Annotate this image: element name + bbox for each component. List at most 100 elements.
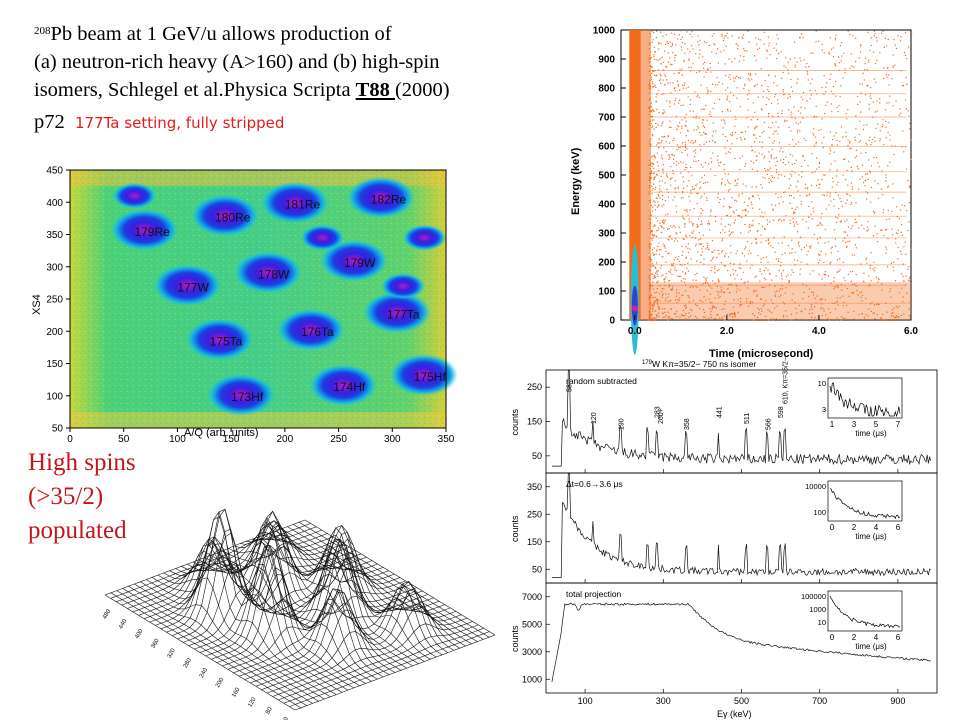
time-inset-curve (829, 596, 901, 629)
scatter-point (674, 180, 676, 182)
surface-axis-tick-label: 440 (118, 618, 129, 630)
scatter-point (664, 278, 666, 280)
scatter-point (769, 273, 771, 275)
scatter-point (729, 315, 731, 317)
scatter-point (739, 136, 742, 139)
scatter-point (836, 221, 838, 223)
scatter-point (859, 101, 861, 103)
surface-mesh-line (255, 581, 457, 687)
scatter-point (685, 319, 687, 322)
scatter-point (668, 155, 670, 157)
scatter-point (726, 179, 729, 181)
scatter-point (887, 74, 890, 76)
scatter-point (674, 59, 676, 62)
scatter-point (906, 210, 908, 212)
scatter-point (653, 31, 655, 34)
scatter-point (770, 154, 773, 156)
scatter-point (760, 241, 762, 243)
scatter-point (666, 41, 668, 43)
scatter-point (705, 197, 708, 199)
scatter-point (728, 205, 730, 208)
scatter-point (889, 288, 892, 290)
scatter-point (767, 261, 769, 263)
scatter-point (655, 37, 657, 39)
scatter-point (711, 35, 713, 37)
scatter-point (784, 252, 786, 254)
scatter-point (800, 176, 803, 178)
scatter-point (651, 238, 653, 240)
scatter-point (650, 110, 652, 112)
scatter-point (674, 188, 676, 190)
scatter-point (691, 45, 693, 47)
scatter-point (704, 316, 706, 318)
surface-axis-tick-label: 200 (215, 677, 226, 689)
scatter-point (903, 151, 905, 153)
scatter-point (840, 221, 842, 223)
scatter-point (655, 317, 657, 319)
scatter-point (897, 307, 899, 309)
scatter-point (669, 280, 671, 282)
scatter-point (686, 154, 689, 156)
scatter-point (881, 126, 883, 128)
scatter-point (777, 242, 780, 244)
scatter-point (713, 43, 715, 45)
scatter-point (811, 218, 814, 220)
scatter-point (677, 84, 679, 86)
heatmap-ylabel: XS4 (31, 294, 43, 315)
spectra-x-tick-label: 700 (812, 696, 827, 706)
scatter-point (782, 151, 784, 153)
scatter-y-tick-label: 500 (598, 171, 615, 182)
scatter-point (673, 154, 675, 157)
scatter-point (684, 169, 686, 171)
scatter-point (693, 129, 695, 131)
scatter-point (649, 302, 651, 304)
scatter-point (745, 210, 747, 212)
scatter-point (693, 155, 696, 158)
scatter-point (846, 219, 848, 221)
scatter-point (774, 204, 776, 206)
surface-axis-tick-label: 400 (134, 628, 145, 640)
scatter-point (698, 96, 700, 99)
scatter-point (710, 71, 712, 73)
spectrum-y-tick-label: 250 (527, 382, 542, 392)
scatter-point (834, 286, 836, 288)
scatter-point (818, 163, 820, 165)
scatter-point (674, 269, 676, 271)
scatter-point (849, 147, 851, 150)
scatter-point (651, 231, 653, 233)
scatter-point (668, 252, 670, 254)
scatter-point (763, 43, 765, 45)
surface-mesh-line (227, 568, 429, 670)
scatter-point (802, 117, 804, 119)
time-inset-x-tick-label: 4 (874, 523, 879, 532)
scatter-point (862, 72, 864, 74)
scatter-point (649, 247, 651, 250)
scatter-point (761, 273, 763, 275)
scatter-point (707, 244, 709, 247)
scatter-point (708, 44, 710, 47)
high-spins-line-1: High spins (28, 449, 136, 476)
scatter-y-tick-label: 100 (598, 287, 615, 298)
scatter-point (685, 135, 687, 137)
surface-mesh-line (240, 525, 431, 660)
scatter-point (752, 319, 755, 321)
scatter-point (669, 57, 671, 59)
scatter-point (876, 100, 878, 102)
scatter-point (698, 57, 700, 59)
scatter-point (684, 82, 686, 84)
scatter-point (778, 219, 780, 221)
scatter-point (648, 314, 650, 316)
scatter-point (807, 165, 809, 167)
scatter-point (853, 310, 855, 312)
time-inset-x-tick-label: 2 (852, 633, 857, 642)
scatter-point (651, 30, 653, 32)
scatter-point (729, 148, 731, 150)
scatter-point (723, 37, 725, 39)
scatter-point (711, 251, 713, 253)
scatter-point (760, 184, 762, 186)
scatter-point (729, 274, 732, 276)
scatter-point (674, 57, 676, 59)
scatter-point (649, 163, 651, 165)
scatter-point (904, 99, 907, 101)
scatter-point (699, 144, 701, 146)
